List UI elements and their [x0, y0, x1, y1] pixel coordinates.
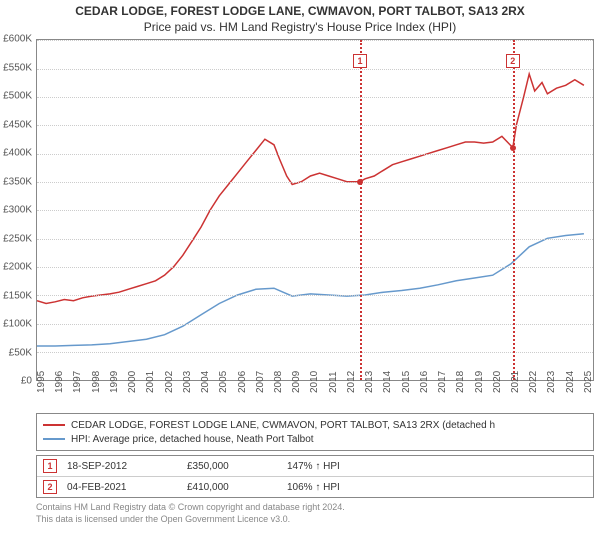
sale-dot [510, 145, 516, 151]
gridline-h [37, 97, 593, 98]
x-tick-label: 2018 [455, 371, 466, 393]
sale-date: 18-SEP-2012 [67, 461, 177, 472]
sale-row: 1 18-SEP-2012 £350,000 147% ↑ HPI [37, 456, 593, 476]
x-tick-label: 2019 [474, 371, 485, 393]
y-tick-label: £450K [3, 119, 32, 130]
y-tick-label: £150K [3, 290, 32, 301]
sale-vline [513, 40, 515, 380]
legend-swatch [43, 438, 65, 440]
sale-row: 2 04-FEB-2021 £410,000 106% ↑ HPI [37, 476, 593, 497]
legend-swatch [43, 424, 65, 426]
x-tick-label: 2009 [291, 371, 302, 393]
x-tick-label: 1998 [91, 371, 102, 393]
gridline-h [37, 40, 593, 41]
x-tick-label: 2001 [145, 371, 156, 393]
gridline-h [37, 154, 593, 155]
y-tick-label: £600K [3, 34, 32, 45]
sale-idx-box: 2 [43, 480, 57, 494]
x-tick-label: 2011 [328, 372, 339, 394]
title-subtitle: Price paid vs. HM Land Registry's House … [10, 20, 590, 36]
x-tick-label: 2003 [182, 371, 193, 393]
x-tick-label: 1999 [109, 371, 120, 393]
y-tick-label: £0 [21, 376, 32, 387]
gridline-h [37, 324, 593, 325]
y-tick-label: £500K [3, 91, 32, 102]
sale-price: £350,000 [187, 461, 277, 472]
x-tick-label: 2010 [309, 371, 320, 393]
x-tick-label: 1996 [54, 371, 65, 393]
attrib-line1: Contains HM Land Registry data © Crown c… [36, 502, 594, 514]
chart-container: CEDAR LODGE, FOREST LODGE LANE, CWMAVON,… [0, 0, 600, 560]
gridline-h [37, 125, 593, 126]
sale-dot [357, 179, 363, 185]
x-tick-label: 1997 [72, 371, 83, 393]
gridline-h [37, 267, 593, 268]
legend-label: HPI: Average price, detached house, Neat… [71, 434, 314, 445]
y-tick-label: £250K [3, 233, 32, 244]
x-axis-labels: 1995199619971998199920002001200220032004… [36, 381, 594, 409]
gridline-h [37, 69, 593, 70]
gridline-h [37, 210, 593, 211]
x-tick-label: 2007 [255, 371, 266, 393]
x-tick-label: 2024 [565, 371, 576, 393]
sale-price: £410,000 [187, 482, 277, 493]
y-tick-label: £300K [3, 205, 32, 216]
title-address: CEDAR LODGE, FOREST LODGE LANE, CWMAVON,… [10, 4, 590, 20]
y-tick-label: £50K [9, 347, 32, 358]
gridline-h [37, 352, 593, 353]
sale-ratio: 106% ↑ HPI [287, 482, 587, 493]
x-tick-label: 1995 [36, 371, 47, 393]
sale-marker-box: 1 [353, 54, 367, 68]
x-tick-label: 2012 [346, 371, 357, 393]
sales-table: 1 18-SEP-2012 £350,000 147% ↑ HPI 2 04-FEB-20… [36, 455, 594, 498]
y-tick-label: £200K [3, 262, 32, 273]
legend-label: CEDAR LODGE, FOREST LODGE LANE, CWMAVON,… [71, 420, 495, 431]
x-tick-label: 2002 [164, 371, 175, 393]
x-tick-label: 2022 [528, 371, 539, 393]
x-tick-label: 2021 [510, 371, 521, 393]
x-tick-label: 2005 [218, 371, 229, 393]
x-tick-label: 2008 [273, 371, 284, 393]
y-axis-labels: £0£50K£100K£150K£200K£250K£300K£350K£400… [0, 39, 34, 381]
attrib-line2: This data is licensed under the Open Gov… [36, 514, 594, 526]
x-tick-label: 2000 [127, 371, 138, 393]
sale-idx-box: 1 [43, 459, 57, 473]
sale-ratio: 147% ↑ HPI [287, 461, 587, 472]
x-tick-label: 2023 [546, 371, 557, 393]
legend-box: CEDAR LODGE, FOREST LODGE LANE, CWMAVON,… [36, 413, 594, 451]
x-tick-label: 2006 [237, 371, 248, 393]
series-line [37, 234, 584, 346]
x-tick-label: 2004 [200, 371, 211, 393]
y-tick-label: £550K [3, 62, 32, 73]
x-tick-label: 2017 [437, 371, 448, 393]
sale-vline [360, 40, 362, 380]
chart-area: £0£50K£100K£150K£200K£250K£300K£350K£400… [36, 39, 594, 409]
title-block: CEDAR LODGE, FOREST LODGE LANE, CWMAVON,… [0, 0, 600, 37]
x-tick-label: 2025 [583, 371, 594, 393]
x-tick-label: 2020 [492, 371, 503, 393]
plot-region: 12 [36, 39, 594, 381]
attribution: Contains HM Land Registry data © Crown c… [36, 502, 594, 525]
chart-footer: CEDAR LODGE, FOREST LODGE LANE, CWMAVON,… [36, 413, 594, 525]
x-tick-label: 2014 [382, 371, 393, 393]
y-tick-label: £400K [3, 148, 32, 159]
y-tick-label: £350K [3, 176, 32, 187]
sale-marker-box: 2 [506, 54, 520, 68]
gridline-h [37, 182, 593, 183]
legend-row: HPI: Average price, detached house, Neat… [43, 432, 587, 446]
x-tick-label: 2013 [364, 371, 375, 393]
y-tick-label: £100K [3, 319, 32, 330]
sale-date: 04-FEB-2021 [67, 482, 177, 493]
x-tick-label: 2016 [419, 371, 430, 393]
gridline-h [37, 295, 593, 296]
x-tick-label: 2015 [401, 371, 412, 393]
legend-row: CEDAR LODGE, FOREST LODGE LANE, CWMAVON,… [43, 418, 587, 432]
gridline-h [37, 239, 593, 240]
